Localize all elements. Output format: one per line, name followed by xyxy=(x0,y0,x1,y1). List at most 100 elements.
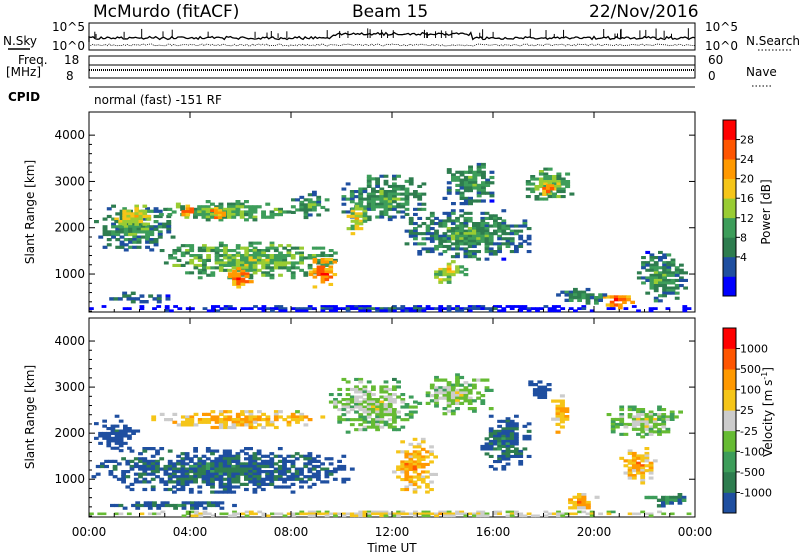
scatter-cell xyxy=(160,510,166,514)
scatter-cell xyxy=(223,244,228,248)
scatter-cell xyxy=(111,204,116,208)
scatter-cell xyxy=(661,430,667,434)
scatter-cell xyxy=(197,207,203,211)
scatter-cell xyxy=(416,460,422,464)
scatter-cell xyxy=(146,480,152,484)
scatter-cell xyxy=(366,174,372,178)
scatter-cell xyxy=(172,490,177,494)
scatter-cell xyxy=(392,192,397,196)
scatter-cell xyxy=(324,273,330,277)
scatter-cell xyxy=(547,177,553,181)
scatter-cell xyxy=(159,477,165,481)
scatter-cell xyxy=(556,172,562,176)
scatter-cell xyxy=(176,467,181,471)
scatter-cell xyxy=(157,235,163,239)
scatter-cell xyxy=(400,307,406,310)
scatter-cell xyxy=(320,205,326,209)
scatter-cell xyxy=(273,475,279,479)
scatter-cell xyxy=(128,238,133,242)
scatter-cell xyxy=(493,214,498,218)
scatter-cell xyxy=(526,434,532,438)
scatter-cell xyxy=(450,386,456,390)
scatter-cell xyxy=(480,378,486,382)
scatter-cell xyxy=(333,251,338,255)
scatter-cell xyxy=(354,410,359,414)
scatter-cell xyxy=(354,405,359,409)
scatter-cell xyxy=(184,470,190,474)
scatter-cell xyxy=(181,503,187,508)
scatter-cell xyxy=(113,297,119,301)
scatter-cell xyxy=(505,454,511,458)
scatter-cell xyxy=(260,462,266,466)
scatter-cell xyxy=(644,454,650,458)
scatter-cell xyxy=(244,205,249,209)
scatter-cell xyxy=(295,418,300,422)
scatter-cell xyxy=(214,216,219,220)
scatter-cell xyxy=(231,470,237,474)
scatter-cell xyxy=(210,462,215,466)
scatter-cell xyxy=(546,388,552,392)
scatter-cell xyxy=(320,273,326,277)
scatter-cell xyxy=(518,244,524,248)
scatter-cell xyxy=(172,462,177,466)
y-tick-label: 4000 xyxy=(54,128,85,142)
scatter-cell xyxy=(505,442,511,446)
scatter-cell xyxy=(290,472,296,476)
scatter-cell xyxy=(468,196,473,200)
scatter-cell xyxy=(606,413,612,417)
scatter-cell xyxy=(202,263,207,267)
scatter-cell xyxy=(404,197,410,201)
scatter-cell xyxy=(455,378,460,382)
scatter-cell xyxy=(375,408,380,412)
scatter-cell xyxy=(265,263,271,267)
scatter-cell xyxy=(383,174,389,178)
scatter-cell xyxy=(198,512,204,516)
scatter-cell xyxy=(493,307,498,310)
scatter-cell xyxy=(627,476,633,480)
scatter-cell xyxy=(362,209,368,213)
scatter-cell xyxy=(375,415,380,419)
scatter-cell xyxy=(522,514,528,518)
colorbar-swatch xyxy=(723,237,736,258)
scatter-cell xyxy=(416,485,422,489)
scatter-cell xyxy=(525,187,531,191)
scatter-cell xyxy=(438,305,444,308)
scatter-cell xyxy=(467,391,473,395)
scatter-cell xyxy=(404,488,410,492)
scatter-cell xyxy=(450,211,456,215)
scatter-cell xyxy=(134,209,139,213)
scatter-cell xyxy=(114,414,120,418)
scatter-cell xyxy=(362,219,368,223)
scatter-cell xyxy=(198,503,204,508)
scatter-cell xyxy=(123,427,128,431)
scatter-cell xyxy=(244,487,249,492)
scatter-cell xyxy=(197,213,203,217)
scatter-cell xyxy=(408,395,414,399)
scatter-cell xyxy=(425,485,430,489)
scatter-cell xyxy=(450,255,456,259)
scatter-cell xyxy=(413,222,418,226)
scatter-cell xyxy=(484,444,490,448)
scatter-cell xyxy=(316,273,322,277)
scatter-cell xyxy=(159,249,165,253)
scatter-cell xyxy=(231,263,237,267)
scatter-cell xyxy=(132,240,138,244)
scatter-cell xyxy=(488,250,494,254)
scatter-cell xyxy=(552,180,557,184)
scatter-cell xyxy=(166,230,172,234)
scatter-cell xyxy=(277,485,283,489)
scatter-cell xyxy=(488,414,494,418)
scatter-cell xyxy=(167,462,173,466)
scatter-cell xyxy=(627,422,633,426)
scatter-cell xyxy=(138,217,144,221)
scatter-cell xyxy=(657,417,662,421)
scatter-cell xyxy=(627,471,633,475)
scatter-cell xyxy=(481,162,486,167)
scatter-cell xyxy=(619,420,625,424)
scatter-cell xyxy=(505,434,511,438)
scatter-cell xyxy=(459,383,465,387)
scatter-cell xyxy=(265,254,271,258)
scatter-cell xyxy=(645,291,651,295)
scatter-cell xyxy=(214,415,220,419)
scatter-cell xyxy=(408,179,414,183)
